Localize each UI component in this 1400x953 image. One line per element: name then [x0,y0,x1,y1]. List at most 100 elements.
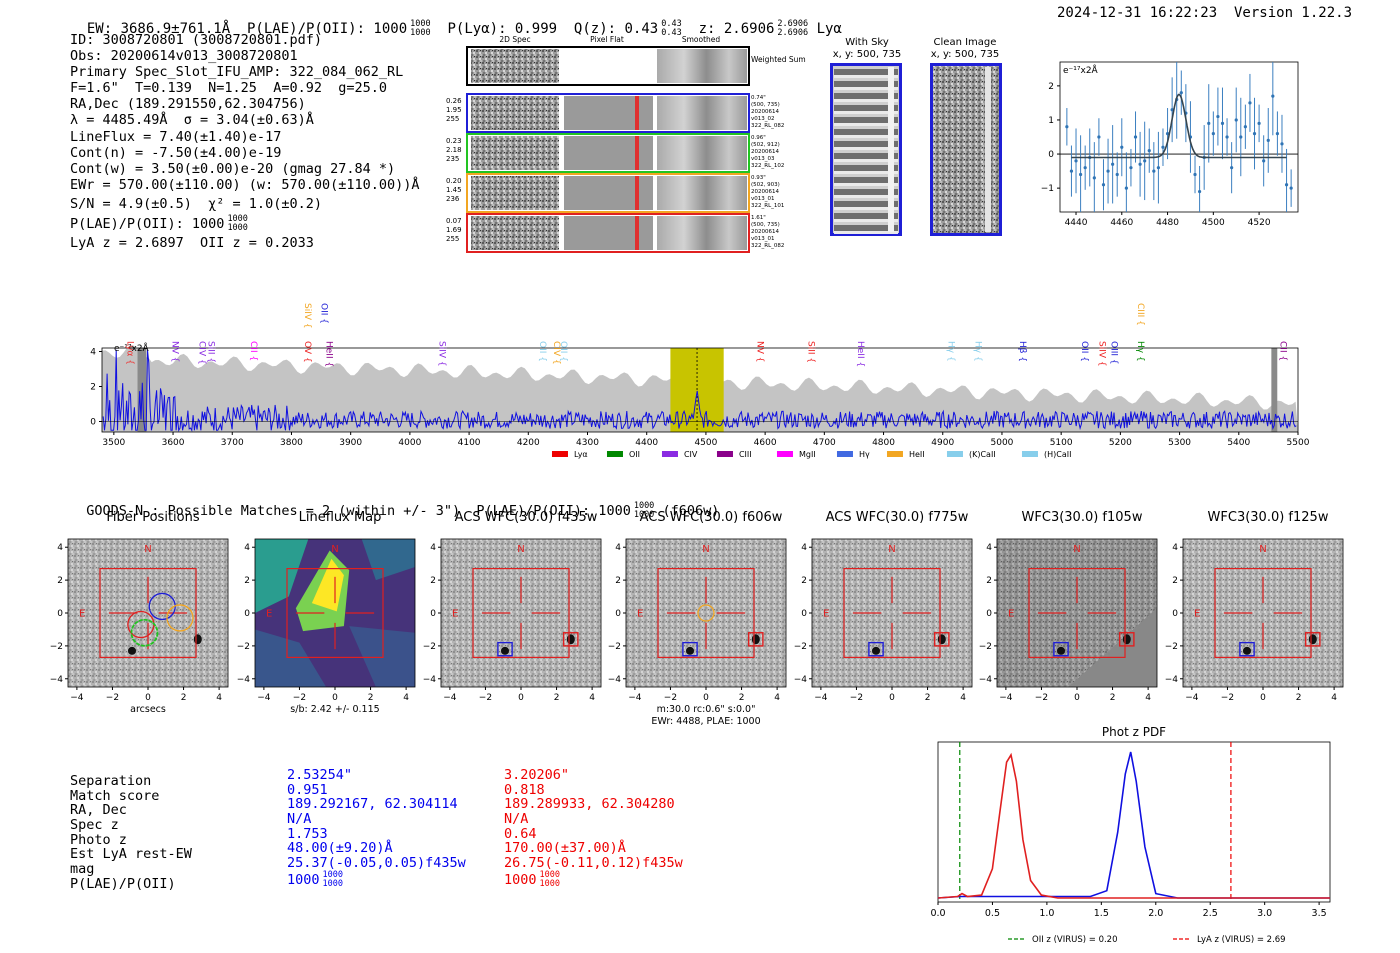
fullspec-xtick-label: 3900 [339,438,362,448]
panel-xtick-label: 4 [960,693,966,703]
sky-stripe [834,129,898,135]
match-box-red [562,632,579,647]
header-timestamp: 2024-12-31 16:22:23 Version 1.22.3 [1057,5,1353,21]
fullspec-xtick-label: 5200 [1109,438,1132,448]
match-box-blue [1053,641,1069,657]
panel-ytick-label: −4 [608,675,621,685]
panel-plot: N E 4 2 0 −2 −4 −4 −2 0 2 4 [423,538,602,703]
fullspec-line-label: HeII { [855,341,865,367]
spec-row-number: 255 [446,235,459,243]
spec-row-meta: v013_03 [751,156,775,162]
east-label: E [1194,608,1200,619]
panel-title: ACS WFC(30.0) f435w [454,510,598,525]
zoom-point [1275,131,1280,136]
info-line: ID: 3008720801 (3008720801.pdf) [70,32,322,48]
spec-row-number: 235 [446,155,459,163]
spec-row-marker [635,136,639,170]
panel-ytick-label: −2 [50,642,63,652]
detection-info: ID: 3008720801 (3008720801.pdf) Obs: 202… [70,32,420,251]
sky-stripe [834,183,898,186]
panel-xtick-label: 0 [1260,693,1266,703]
fullspec-line-label: SiIV { [302,303,312,329]
legend-label: OII [629,450,640,459]
lineflux-blob [361,539,415,581]
spec-row-2dspec [471,136,559,170]
zoom-point [1211,131,1215,136]
legend-label: (H)CaII [1044,450,1071,459]
pdf-legend-label: LyA z (VIRUS) = 2.69 [1197,935,1286,945]
spec-row-gap [560,176,563,210]
legend-label: MgII [799,450,816,459]
spec-row-pixelflat [564,136,654,170]
pdf-xtick-label: 3.0 [1257,908,1272,919]
fullspec-line-label: SiIV { [437,341,447,367]
match-box-red [1118,632,1135,647]
panel-subtitle: EWr: 4488, PLAE: 1000 [651,716,760,727]
panel-ytick-label: −4 [423,675,436,685]
panel-subtitle: arcsecs [130,704,166,715]
panel-xtick-label: −2 [1221,693,1234,703]
info-line: λ = 4485.49Å σ = 3.04(±0.63)Å [70,112,314,129]
info-line: LineFlux = 7.40(±1.40)e-17 [70,128,282,145]
panel-xtick-label: −2 [479,693,492,703]
pdf-xtick-label: 2.0 [1148,908,1163,919]
fullspec-line-label: Hγ { [1135,341,1145,362]
panel-title: ACS WFC(30.0) f775w [825,510,969,525]
panel-ytick-label: 0 [430,609,436,619]
panel-xtick-label: −2 [850,693,863,703]
panel-xtick-label: −2 [664,693,677,703]
pdf-xtick-label: 0.0 [930,908,945,919]
aperture-box [1214,567,1312,659]
image-panel: Fiber Positions N E 4 2 0 −2 −4 −4 −2 0 2 4 arcsecs [50,510,250,744]
header-plae-fraction: 1000 1000 [410,19,431,38]
panel-subtitle: s/b: 2.42 +/- 0.115 [290,704,379,715]
panel-plot: N E 4 2 0 −2 −4 −4 −2 0 2 4 [979,538,1158,703]
sky-stripe [834,93,898,99]
zoom-point [1078,172,1083,177]
goods-plae-fraction: 1000 1000 [633,501,655,520]
panel-xtick-label: −2 [293,693,306,703]
info-plae: P(LAE)/P(OII): 1000 1000 1000 [70,213,248,233]
fullspec-xtick-label: 4600 [754,438,777,448]
east-label: E [452,608,458,619]
spec-row-number: 0.20 [446,177,462,185]
match-labels: Separation Match score RA, Dec Spec z Ph… [70,774,192,892]
aperture-box [286,567,384,659]
sky-stripe [834,87,898,90]
fullspec-ytick-label: 0 [90,418,96,428]
fullspec-line-label: Hγ { [946,341,956,362]
north-label: N [331,544,338,555]
panel-xtick-label: 2 [1110,693,1116,703]
north-label: N [888,544,895,555]
zoom-point [1143,159,1147,163]
panel-ytick-label: −2 [979,642,992,652]
panel-ytick-label: 0 [615,609,621,619]
lineflux-blob [255,539,309,613]
panel-ytick-label: 4 [986,543,992,553]
clean-title: Clean Image x, y: 500, 735 [930,37,1000,60]
spec-row-number: 2.18 [446,146,462,154]
east-label: E [266,608,272,619]
row-label: mag [70,861,95,878]
panel-title: ACS WFC(30.0) f606w [639,510,783,525]
spec-row-meta: 20200614 [751,189,779,195]
blue-value: 25.37(-0.05,0.05)f435w [287,855,466,872]
image-panel: WFC3(30.0) f105w N E 4 2 0 −2 −4 −4 −2 0 2 4 [979,510,1179,744]
panel-ytick-label: −2 [423,642,436,652]
spec-row-number: 255 [446,115,459,123]
spec-row-meta: 20200614 [751,149,779,155]
header-z-suffix: Lyα [816,21,842,37]
zoom-point [1257,121,1261,125]
cutout-tone [1183,539,1343,687]
fullspec-line-label: CIV { [197,341,207,365]
row-label: Match score [70,787,160,804]
fullspec-xtick-label: 4300 [576,438,599,448]
zoom-ytick-label: 0 [1048,150,1054,160]
red-value: 3.20206" [504,767,570,783]
panel-xtick-label: 4 [589,693,595,703]
fullspec-line-label: Hβ { [1017,341,1027,362]
spec-row-smoothed [657,216,747,250]
spec-row-meta: 0.93" [751,175,766,181]
fullspec-line-label: NV { [170,341,180,362]
panel-ytick-label: 2 [430,576,436,586]
